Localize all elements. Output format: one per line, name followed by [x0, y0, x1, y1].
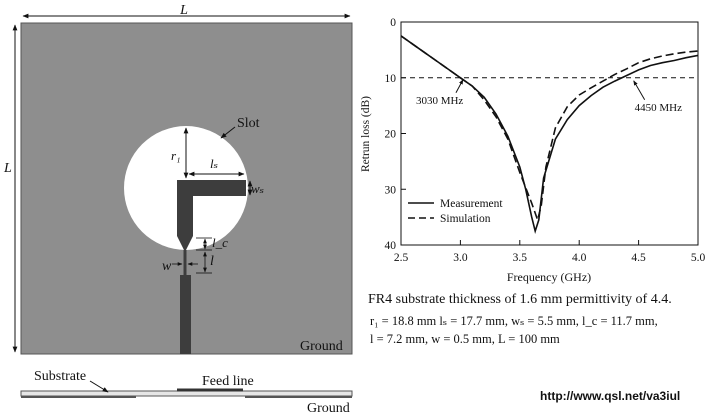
caption-dimensions-line-1: r₁ = 18.8 mm lₛ = 17.7 mm, wₛ = 5.5 mm, …	[370, 314, 658, 328]
label-l: l	[210, 254, 214, 269]
x-tick-label: 4.0	[572, 252, 587, 264]
label-r1: r₁	[171, 148, 181, 163]
y-tick-label: 10	[385, 73, 397, 85]
annotation-4450: 4450 MHz	[635, 102, 682, 114]
substrate-pointer	[89, 380, 109, 393]
legend-label-measurement: Measurement	[440, 198, 503, 210]
y-tick-label: 30	[385, 184, 397, 196]
label-w: w	[162, 259, 172, 274]
x-axis-label: Frequency (GHz)	[507, 270, 591, 284]
legend: Measurement Simulation	[408, 198, 503, 225]
slot-pointer	[220, 126, 236, 139]
label-lc: l_c	[212, 235, 228, 250]
label-ground-bottom: Ground	[307, 401, 350, 415]
plot-frame	[400, 21, 699, 246]
l-shaped-patch	[177, 180, 246, 250]
feed-stub	[183, 250, 187, 275]
caption-substrate: FR4 substrate thickness of 1.6 mm permit…	[368, 292, 672, 307]
ground-side-strip-right	[245, 396, 352, 398]
x-tick-label: 3.0	[453, 252, 468, 264]
x-tick-label: 2.5	[394, 252, 409, 264]
annotation-3030-arrow	[455, 79, 464, 93]
label-ws: wₛ	[251, 181, 264, 196]
feed-line	[180, 275, 191, 354]
caption-dimensions: r₁ = 18.8 mm lₛ = 17.7 mm, wₛ = 5.5 mm, …	[370, 312, 710, 348]
label-ground-top: Ground	[300, 339, 343, 354]
x-tick-label: 4.5	[631, 252, 646, 264]
label-L-side: L	[3, 161, 12, 176]
annotation-4450-arrow	[633, 80, 646, 101]
annotation-3030: 3030 MHz	[416, 95, 463, 107]
feed-line-side	[177, 388, 243, 392]
legend-label-simulation: Simulation	[440, 213, 491, 225]
y-tick-label: 0	[390, 17, 396, 29]
label-slot: Slot	[237, 116, 260, 131]
ground-side-strip-left	[21, 396, 136, 398]
label-ls: lₛ	[210, 156, 218, 171]
label-substrate: Substrate	[34, 369, 86, 384]
x-tick-label: 3.5	[513, 252, 528, 264]
y-tick-label: 20	[385, 129, 397, 141]
antenna-diagram: L L Slot r₁ lₛ wₛ l_c l w Ground Substra…	[3, 3, 353, 415]
substrate-side-view	[20, 390, 353, 397]
x-tick-label: 5.0	[691, 252, 706, 264]
return-loss-chart: 2.5 3.0 3.5 4.0 4.5 5.0 0 10 20 30 40 3030 MHz 44…	[360, 17, 706, 284]
caption-dimensions-line-2: l = 7.2 mm, w = 0.5 mm, L = 100 mm	[370, 332, 560, 346]
y-axis-label: Retrun loss (dB)	[360, 96, 372, 172]
label-L-top: L	[179, 3, 188, 18]
y-tick-label: 40	[385, 240, 397, 252]
label-feed-line: Feed line	[202, 374, 254, 389]
series-simulation	[401, 35, 698, 223]
source-url: http://www.qsl.net/va3iul	[540, 389, 681, 403]
